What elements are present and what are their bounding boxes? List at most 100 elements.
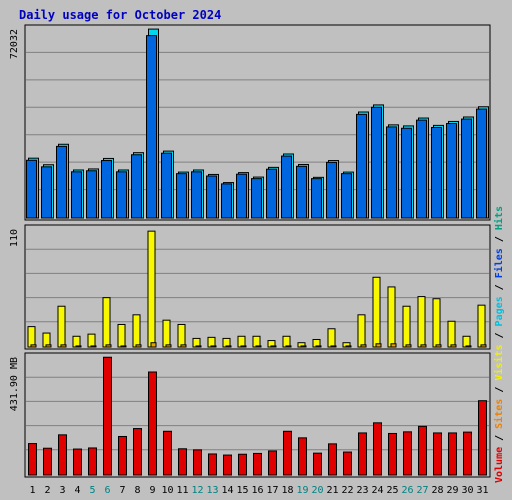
bar-visits-day-27 (417, 296, 426, 348)
x-tick-label: 6 (104, 485, 110, 496)
bar-volume-day-5 (88, 447, 97, 476)
bar-volume-day-7 (118, 435, 127, 476)
bar-visits-day-9 (147, 230, 156, 348)
x-tick-label: 29 (446, 485, 458, 496)
bar-pages-day-26 (405, 344, 412, 348)
bar-files-day-19 (296, 165, 307, 219)
bar-visits-day-6 (102, 297, 111, 348)
x-tick-label: 7 (119, 485, 125, 496)
bar-visits-day-30 (462, 335, 471, 348)
bar-volume-day-2 (43, 447, 52, 476)
x-tick-label: 16 (251, 485, 263, 496)
x-tick-label: 19 (296, 485, 308, 496)
bar-files-day-18 (281, 155, 292, 219)
bar-files-day-14 (221, 183, 232, 219)
bar-volume-day-1 (28, 443, 37, 476)
bar-files-day-17 (266, 168, 277, 219)
x-tick-label: 12 (191, 485, 203, 496)
bar-files-day-21 (326, 161, 337, 219)
x-tick-label: 4 (74, 485, 80, 496)
legend-item-visits: Visits (493, 345, 505, 381)
bar-visits-day-29 (447, 320, 456, 348)
bar-files-day-8 (131, 154, 142, 219)
bar-visits-day-5 (87, 333, 96, 348)
bar-volume-day-4 (73, 448, 82, 476)
bar-volume-day-30 (463, 431, 472, 476)
panel-max-label: 110 (9, 229, 20, 247)
chart-title: Daily usage for October 2024 (19, 8, 221, 22)
bar-pages-day-15 (240, 345, 247, 348)
bar-volume-day-22 (343, 451, 352, 476)
bar-pages-day-29 (450, 344, 457, 348)
legend-separator: / (494, 278, 505, 296)
x-tick-label: 10 (161, 485, 173, 496)
x-tick-label: 30 (461, 485, 473, 496)
x-tick-label: 15 (236, 485, 248, 496)
bar-pages-day-9 (150, 342, 157, 348)
bar-files-day-3 (56, 145, 67, 219)
bar-volume-day-19 (298, 437, 307, 476)
bar-files-day-23 (356, 113, 367, 219)
x-tick-label: 25 (386, 485, 398, 496)
bar-pages-day-12 (195, 345, 202, 348)
legend-item-hits: Hits (493, 206, 505, 230)
bar-files-day-10 (161, 152, 172, 219)
bar-pages-day-21 (330, 345, 337, 348)
legend-item-files: Files (493, 248, 505, 278)
x-tick-label: 5 (89, 485, 95, 496)
chart-panels: 72032 110 431.90 MB (9, 24, 491, 478)
bar-pages-day-24 (375, 343, 382, 348)
panel-visits: 110 (9, 224, 491, 350)
bar-volume-day-14 (223, 454, 232, 476)
bar-files-day-29 (446, 123, 457, 219)
x-tick-label: 9 (149, 485, 155, 496)
legend-separator: / (494, 326, 505, 344)
bar-files-day-22 (341, 173, 352, 219)
bar-files-day-15 (236, 173, 247, 219)
bar-visits-day-18 (282, 335, 291, 348)
bar-pages-day-14 (225, 345, 232, 348)
bar-volume-day-16 (253, 452, 262, 476)
bar-volume-day-20 (313, 452, 322, 476)
bar-pages-day-23 (360, 344, 367, 348)
bar-pages-day-1 (30, 344, 37, 348)
legend-separator: / (494, 429, 505, 447)
bar-files-day-20 (311, 178, 322, 219)
bar-visits-day-15 (237, 335, 246, 348)
bar-pages-day-17 (270, 345, 277, 348)
x-tick-label: 21 (326, 485, 338, 496)
bar-files-day-1 (26, 159, 37, 219)
bar-pages-day-16 (255, 345, 262, 348)
panel-volume: 431.90 MB (9, 352, 491, 478)
bar-volume-day-3 (58, 434, 67, 476)
bar-volume-day-17 (268, 450, 277, 476)
bar-volume-day-21 (328, 443, 337, 476)
bar-visits-day-21 (327, 328, 336, 348)
bar-volume-day-26 (403, 431, 412, 476)
bar-pages-day-30 (465, 345, 472, 348)
bar-pages-day-19 (300, 345, 307, 348)
bar-visits-day-16 (252, 335, 261, 348)
bar-files-day-6 (101, 160, 112, 219)
bar-volume-day-13 (208, 453, 217, 476)
bar-files-day-26 (401, 127, 412, 219)
bar-pages-day-11 (180, 344, 187, 348)
bar-files-day-16 (251, 178, 262, 219)
bar-files-day-28 (431, 126, 442, 219)
bar-files-day-4 (71, 171, 82, 219)
bar-visits-day-10 (162, 319, 171, 348)
bar-files-day-13 (206, 175, 217, 219)
bar-files-day-25 (386, 126, 397, 219)
bar-visits-day-4 (72, 335, 81, 348)
panel-max-label: 72032 (9, 29, 20, 59)
bar-volume-day-12 (193, 449, 202, 476)
bar-volume-day-28 (433, 432, 442, 476)
bar-visits-day-25 (387, 286, 396, 348)
x-tick-label: 3 (59, 485, 65, 496)
x-tick-label: 28 (431, 485, 443, 496)
x-tick-label: 24 (371, 485, 383, 496)
x-tick-label: 14 (221, 485, 233, 496)
bar-volume-day-18 (283, 430, 292, 476)
bar-files-day-5 (86, 170, 97, 219)
